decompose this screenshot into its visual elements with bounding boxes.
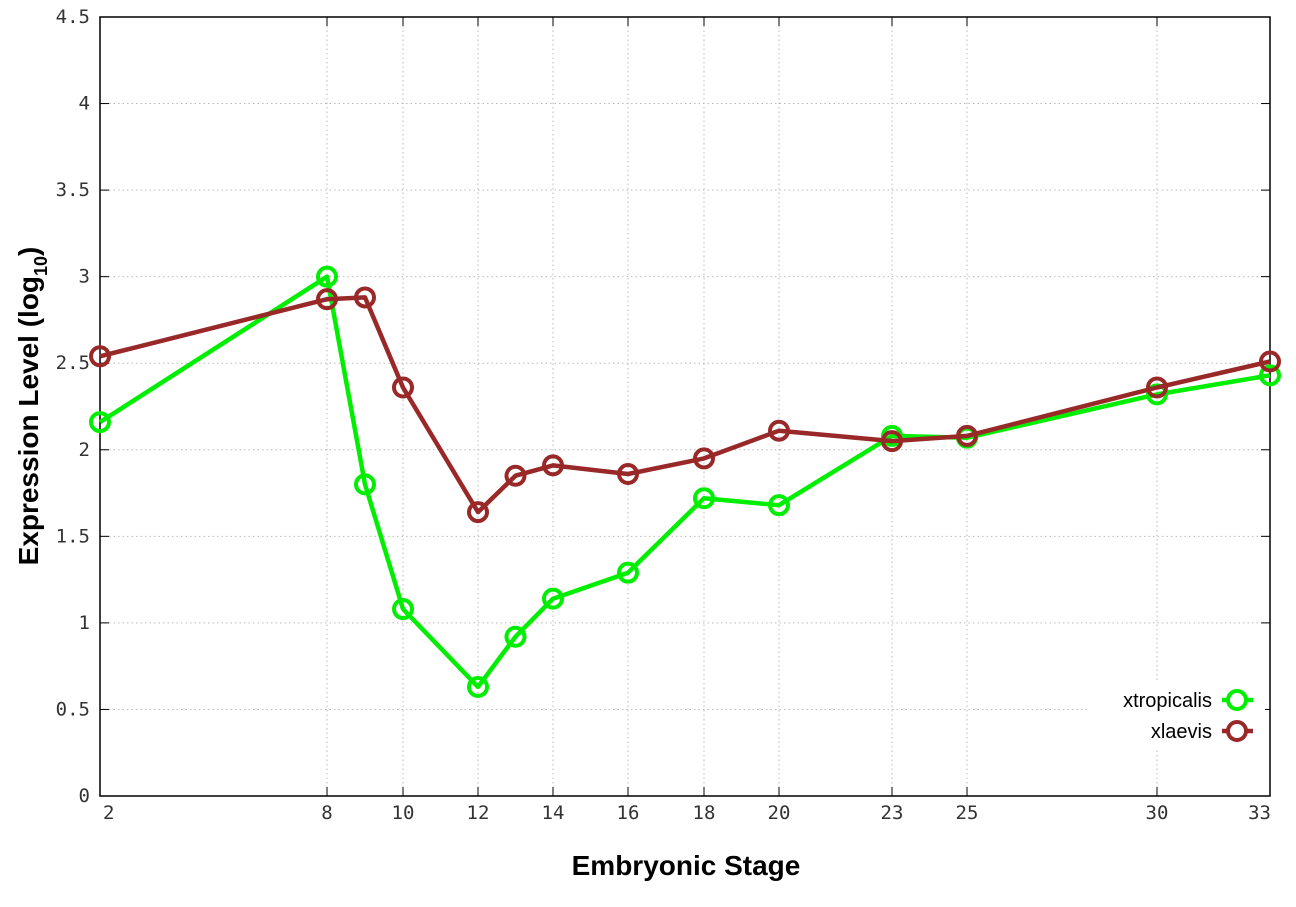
y-axis-title-subscript: 10 [31,256,51,276]
x-tick-label: 25 [956,802,979,824]
legend: xtropicalis xlaevis [1090,680,1265,750]
y-tick-label: 4.5 [56,6,90,28]
series-xtropicalis [89,265,1281,698]
data-point-xtropicalis [354,473,376,496]
legend-marker-xlaevis [1226,720,1248,742]
series-line-xtropicalis [98,274,1271,690]
data-point-xlaevis [354,286,376,309]
x-tick-label: 20 [768,802,791,824]
x-tick-label: 18 [693,802,716,824]
series-line-xlaevis [99,295,1271,515]
grid [100,17,1270,796]
x-tick-label: 14 [542,802,565,824]
data-point-xtropicalis [316,265,338,288]
legend-label-xtropicalis: xtropicalis [1123,690,1212,712]
x-tick-label: 30 [1146,802,1169,824]
x-tick-label: 23 [881,802,904,824]
data-point-xlaevis [89,345,111,368]
data-point-xlaevis [956,424,978,447]
data-point-xtropicalis [542,587,564,610]
data-point-xtropicalis [768,494,790,517]
y-tick-label: 4 [79,93,90,115]
data-point-xlaevis [316,288,338,311]
y-tick-label: 2.5 [56,352,90,374]
data-point-xtropicalis [89,411,111,434]
y-tick-label: 0.5 [56,698,90,720]
data-point-xlaevis [504,464,527,487]
plot-frame [99,16,1271,797]
series-xlaevis [89,286,1281,524]
data-point-xtropicalis [504,625,527,648]
y-tick-label: 3 [79,266,90,288]
data-point-xlaevis [768,419,790,442]
data-point-xlaevis [1259,350,1281,373]
data-point-xlaevis [617,463,639,486]
x-tick-label: 16 [617,802,640,824]
legend-label-xlaevis: xlaevis [1151,721,1212,743]
y-tick-label: 1 [79,612,90,634]
data-point-xtropicalis [467,675,489,698]
data-point-xlaevis [542,454,564,477]
data-point-xlaevis [1146,376,1168,399]
legend-marker-xtropicalis [1226,689,1248,711]
x-tick-label: 10 [392,802,415,824]
y-tick-label: 2 [79,439,90,461]
y-axis-title: Expression Level (log10) [13,247,51,566]
x-tick-label: 33 [1248,802,1271,824]
data-point-xtropicalis [392,598,414,621]
data-point-xlaevis [467,501,489,524]
data-point-xlaevis [693,447,715,470]
x-tick-label: 2 [103,802,114,824]
y-axis-title-main: Expression Level (log [13,276,44,565]
data-point-xtropicalis [1259,364,1281,387]
x-tick-label: 12 [467,802,490,824]
data-point-xlaevis [881,430,903,453]
data-point-xlaevis [392,376,414,399]
y-axis-title-close: ) [13,247,44,256]
x-tick-label: 8 [321,802,332,824]
y-tick-label: 3.5 [56,179,90,201]
series [89,265,1281,698]
y-tick-label: 1.5 [56,525,90,547]
axis-ticks: 0 0.5 1 1.5 2 2.5 3 3.5 4 4.5 2 8 10 12 14 16 18 20 23 25 30… [56,6,1271,824]
x-axis-title: Embryonic Stage [572,850,801,881]
data-point-xtropicalis [617,561,639,584]
data-point-xtropicalis [693,487,715,510]
y-tick-label: 0 [79,785,90,807]
